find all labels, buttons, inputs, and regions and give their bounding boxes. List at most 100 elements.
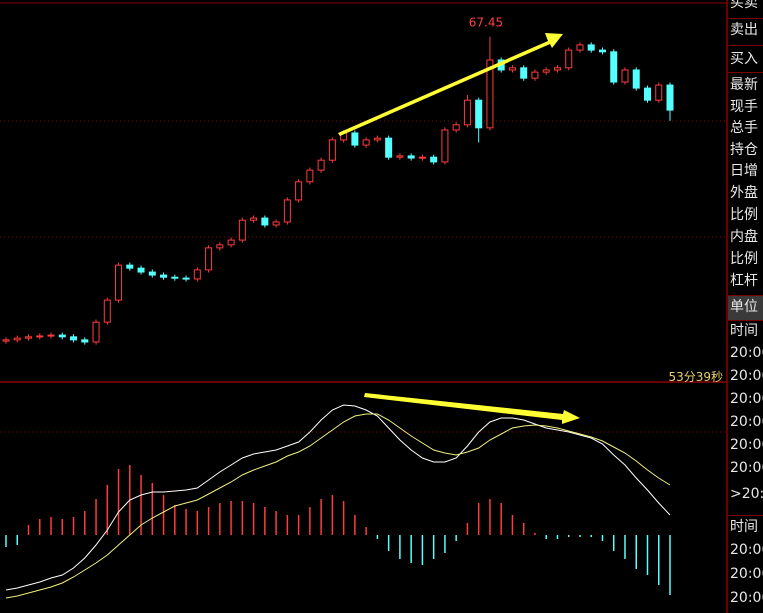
panel-separator [728, 515, 763, 516]
candle-body [227, 239, 235, 246]
panel-label: 时间 [730, 519, 758, 535]
panel-label: 20:06 [730, 391, 763, 407]
candle-body [531, 71, 539, 79]
panel-label: 持仓 [730, 142, 758, 158]
panel-separator [728, 295, 763, 296]
candle-body [643, 87, 651, 101]
candle-body [306, 169, 314, 183]
panel-label: 现手 [730, 99, 758, 115]
candle-body [407, 155, 415, 159]
candle-body [205, 247, 213, 271]
panel-label: 20:06 [730, 437, 763, 453]
unit-background [728, 296, 763, 320]
panel-label: 杠杆 [730, 273, 758, 289]
candle-body [295, 181, 303, 201]
panel-label: 日增 [730, 163, 758, 179]
candle-body [126, 264, 134, 269]
panel-separator [728, 18, 763, 19]
panel-label: 比例 [730, 251, 758, 267]
candle-body [137, 267, 145, 273]
candle-body [13, 337, 21, 341]
candle-body [520, 67, 528, 79]
panel-label: 买卖 [730, 0, 758, 11]
panel-label: 最新 [730, 77, 758, 93]
candle-body [441, 129, 449, 163]
panel-separator [728, 45, 763, 46]
panel-label: 时间 [730, 323, 758, 339]
panel-label: 卖出 [730, 22, 758, 38]
panel-separator [728, 320, 763, 321]
candle-body [396, 155, 404, 158]
candle-body [47, 334, 55, 337]
chart: 67.45 [0, 0, 728, 613]
candle-body [621, 69, 629, 83]
candle-body [452, 124, 460, 131]
candle-body [351, 132, 359, 146]
candle-body [655, 84, 663, 101]
candle-body [373, 137, 381, 141]
candle-body [193, 269, 201, 280]
candle-body [317, 159, 325, 171]
panel-label: 20:06 [730, 590, 763, 606]
candle-body [148, 271, 156, 276]
candle-body [272, 221, 280, 226]
candle-body [475, 99, 483, 129]
candle-body [565, 49, 573, 69]
candle-body [632, 69, 640, 89]
candle-body [25, 336, 33, 339]
candle-body [542, 69, 550, 73]
panel-label: 买入 [730, 51, 758, 67]
candle-body [81, 339, 89, 343]
panel-label: 20:06 [730, 368, 763, 384]
countdown: 53分39秒 [668, 370, 723, 384]
candle-body [216, 244, 224, 249]
candle-body [238, 219, 246, 241]
panel-label: 单位 [730, 299, 758, 315]
candle-body [362, 139, 370, 146]
candle-body [58, 334, 66, 338]
candle-body [486, 59, 494, 129]
candle-body [610, 51, 618, 83]
panel-label: 20:06 [730, 345, 763, 361]
trend-arrow [338, 33, 563, 136]
candle-body [587, 44, 595, 51]
marks: 67.45 [2, 16, 674, 599]
macd-line [5, 413, 671, 599]
candle-body [283, 199, 291, 223]
candle-body [385, 137, 393, 158]
candle-body [250, 217, 258, 221]
panel-label: 总手 [730, 120, 758, 136]
panel-separator [728, 72, 763, 73]
candle-body [70, 336, 78, 341]
candle-body [508, 67, 516, 71]
panel-label: 外盘 [730, 185, 758, 201]
panel-label: 20:06 [730, 460, 763, 476]
candle-body [553, 67, 561, 71]
candle-body [261, 217, 269, 226]
panel-label: 20:06 [730, 566, 763, 582]
panel-label: 内盘 [730, 229, 758, 245]
candle-body [463, 99, 471, 126]
candle-body [103, 299, 111, 323]
candle-body [2, 339, 10, 342]
candle-body [598, 49, 606, 53]
candle-body [115, 264, 123, 301]
panel-label: 20:06 [730, 542, 763, 558]
candle-body [160, 274, 168, 278]
macd-line [5, 404, 671, 591]
candle-body [418, 156, 426, 159]
panel-label: 20:06 [730, 414, 763, 430]
panel-label: >20:06 [730, 486, 763, 502]
candle-body [576, 44, 584, 51]
candle-body [36, 335, 44, 338]
candle-body [666, 84, 674, 111]
candle-body [328, 139, 336, 161]
panel-label: 比例 [730, 207, 758, 223]
candle-body [171, 276, 179, 279]
candle-body [430, 156, 438, 163]
trend-arrow [364, 393, 580, 424]
candle-body [92, 321, 100, 343]
high-label: 67.45 [469, 16, 503, 30]
side-panel: 买卖卖出买入最新现手总手持仓日增外盘比例内盘比例杠杆单位时间20:0620:06… [728, 0, 763, 613]
